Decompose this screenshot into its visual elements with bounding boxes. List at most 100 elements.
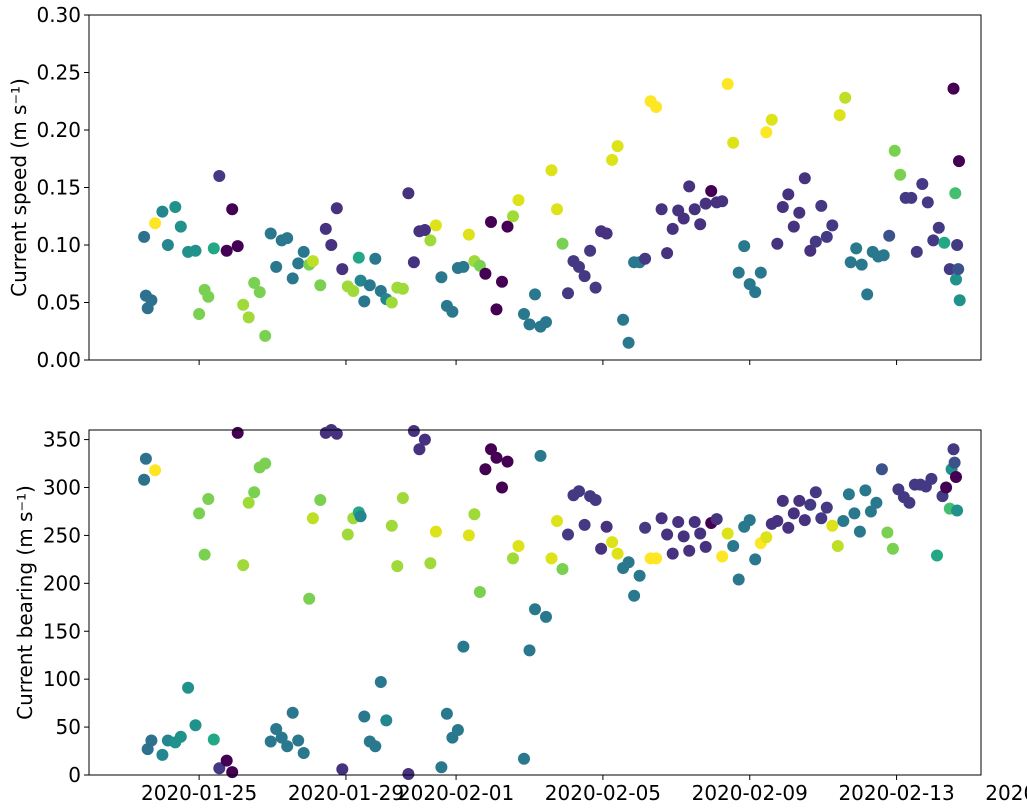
data-point — [286, 272, 299, 285]
data-point — [402, 768, 415, 780]
data-point — [435, 271, 448, 284]
data-point — [950, 273, 962, 286]
data-point — [950, 471, 962, 483]
data-point — [529, 288, 541, 301]
data-point — [875, 463, 888, 476]
x-tick-label: 2020-02-13 — [838, 781, 954, 805]
data-point — [749, 286, 762, 299]
data-point — [529, 603, 541, 616]
data-point — [551, 203, 563, 216]
data-point — [207, 242, 220, 255]
data-point — [837, 515, 850, 527]
data-point — [771, 237, 784, 250]
data-point — [231, 426, 244, 439]
data-point — [468, 508, 481, 521]
y-axis-label: Current speed (m s⁻¹) — [7, 78, 31, 297]
y-tick-label: 0.15 — [36, 176, 81, 200]
data-point — [407, 425, 420, 437]
data-point — [727, 540, 740, 552]
data-point — [787, 507, 800, 520]
data-point — [479, 463, 492, 476]
data-point — [418, 224, 431, 236]
data-point — [771, 515, 784, 527]
data-point — [457, 260, 470, 273]
data-point — [655, 512, 668, 525]
data-point — [798, 172, 811, 185]
data-point — [562, 287, 574, 300]
data-point — [953, 155, 965, 168]
data-point — [198, 548, 211, 561]
data-point — [189, 244, 202, 257]
data-point — [765, 113, 778, 126]
data-point — [921, 196, 934, 209]
data-point — [787, 220, 800, 233]
data-point — [606, 153, 619, 166]
data-point — [628, 589, 641, 602]
data-point — [248, 486, 261, 499]
y-tick-label: 0 — [68, 763, 81, 787]
data-point — [953, 294, 966, 307]
data-point — [910, 245, 923, 258]
data-point — [457, 640, 470, 653]
data-point — [661, 247, 674, 260]
data-point — [655, 203, 668, 216]
data-point — [943, 263, 956, 276]
data-point — [281, 740, 294, 753]
x-tick-label: 2020-02-01 — [398, 781, 514, 805]
data-point — [666, 547, 679, 560]
data-point — [650, 101, 663, 113]
data-point — [303, 592, 316, 605]
data-point — [485, 443, 497, 456]
data-point — [314, 279, 327, 292]
data-point — [732, 573, 745, 586]
data-point — [369, 252, 382, 265]
data-point — [507, 210, 519, 223]
data-point — [804, 244, 817, 257]
data-point — [820, 230, 833, 243]
data-point — [139, 452, 152, 465]
data-point — [149, 217, 162, 230]
data-point — [809, 486, 822, 499]
data-point — [424, 557, 437, 570]
data-point — [174, 220, 187, 233]
data-point — [809, 235, 822, 248]
data-point — [749, 553, 762, 566]
data-point — [138, 230, 151, 243]
x-tick-label: 2020-01-25 — [141, 781, 257, 805]
speed-panel: 0.00 0.05 0.10 0.15 0.20 0.25 0.30 Current spee… — [7, 3, 982, 372]
data-point — [545, 552, 558, 565]
data-point — [314, 494, 327, 506]
data-point — [189, 719, 202, 732]
data-point — [951, 239, 964, 251]
data-point — [905, 191, 918, 204]
data-point — [949, 187, 962, 200]
data-point — [551, 515, 563, 527]
y-tick-label: 100 — [43, 667, 81, 691]
data-point — [352, 251, 365, 264]
data-point — [589, 494, 602, 506]
data-point — [237, 559, 250, 572]
data-point — [358, 295, 371, 308]
data-point — [606, 536, 619, 549]
data-point — [518, 752, 530, 765]
data-point — [888, 144, 901, 157]
data-point — [732, 266, 745, 279]
axes-frame — [88, 429, 982, 776]
data-point — [894, 168, 907, 181]
data-point — [485, 216, 497, 228]
data-point — [815, 199, 828, 212]
y-tick-label: 0.10 — [36, 233, 81, 257]
data-point — [363, 279, 376, 292]
data-point — [951, 504, 964, 517]
data-point — [694, 527, 707, 540]
y-tick-label: 0.20 — [36, 118, 81, 142]
data-point — [584, 244, 597, 257]
data-point — [699, 540, 712, 553]
data-point — [242, 311, 255, 324]
data-point — [633, 569, 646, 582]
data-point — [202, 493, 215, 505]
data-point — [611, 547, 624, 560]
data-point — [501, 455, 514, 468]
data-point — [661, 528, 674, 541]
data-point — [650, 552, 663, 565]
